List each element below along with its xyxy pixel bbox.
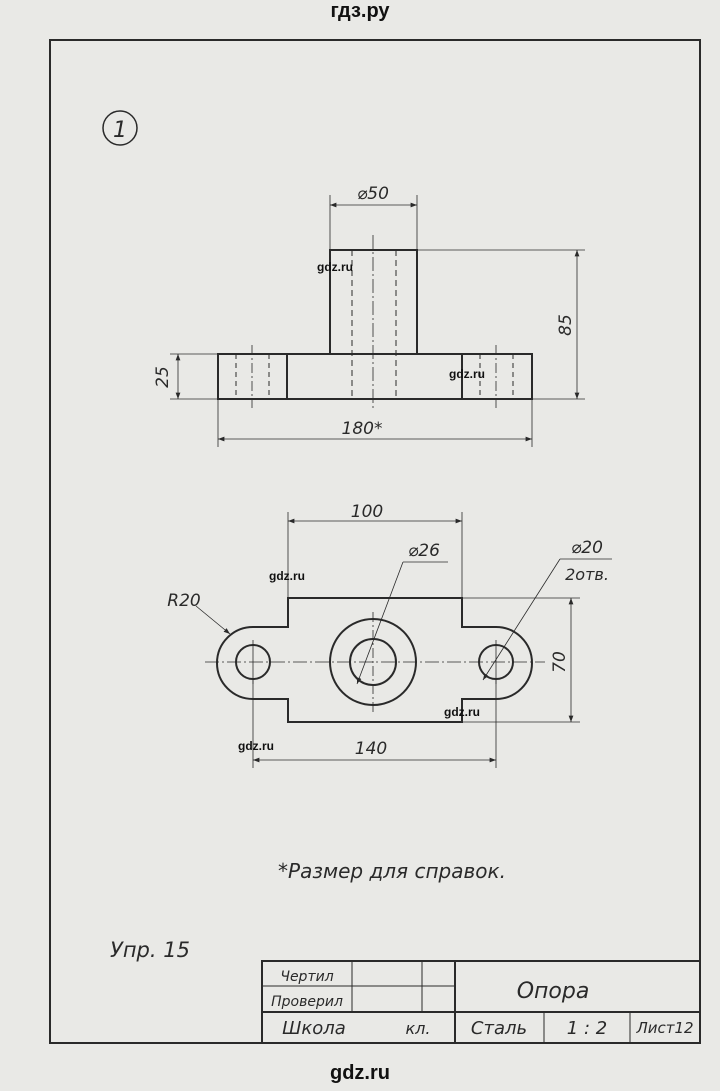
front-width-label: 180* bbox=[342, 419, 383, 439]
center-hole-label: ⌀26 bbox=[408, 541, 440, 561]
title-block-checked: Проверил bbox=[271, 994, 343, 1010]
reference-note: *Размер для справок. bbox=[278, 859, 506, 883]
watermark-5: gdz.ru bbox=[238, 739, 274, 753]
watermark-2: gdz.ru bbox=[449, 367, 485, 381]
title-block-school: Школа bbox=[282, 1018, 346, 1039]
side-holes-label: ⌀20 bbox=[571, 538, 603, 558]
title-block-material: Сталь bbox=[471, 1018, 527, 1039]
top-height-label: 70 bbox=[550, 651, 570, 673]
front-diameter-label: ⌀50 bbox=[357, 184, 389, 204]
watermark-3: gdz.ru bbox=[269, 569, 305, 583]
title-block-class: кл. bbox=[406, 1019, 431, 1038]
watermark-4: gdz.ru bbox=[444, 705, 480, 719]
site-footer-label: gdz.ru bbox=[330, 1062, 390, 1084]
front-base-height-label: 25 bbox=[153, 366, 173, 388]
title-block-sheet: Лист12 bbox=[635, 1019, 693, 1037]
front-view bbox=[170, 195, 585, 447]
radius-label: R20 bbox=[167, 591, 200, 611]
top-length-label: 100 bbox=[351, 502, 383, 522]
title-block-scale: 1 : 2 bbox=[567, 1018, 607, 1039]
exercise-label: Упр. 15 bbox=[110, 938, 190, 962]
site-header-label: гдз.ру bbox=[330, 0, 390, 22]
hole-spacing-label: 140 bbox=[355, 739, 387, 759]
title-block-part-name: Опора bbox=[517, 979, 590, 1004]
exercise-number-badge: 1 bbox=[102, 110, 138, 146]
side-holes-count-label: 2отв. bbox=[565, 565, 609, 584]
title-block bbox=[261, 960, 701, 1044]
top-view bbox=[195, 512, 612, 768]
title-block-drew: Чертил bbox=[280, 969, 333, 985]
front-height-label: 85 bbox=[556, 314, 576, 336]
svg-text:1: 1 bbox=[113, 118, 127, 143]
watermark-1: gdz.ru bbox=[317, 260, 353, 274]
